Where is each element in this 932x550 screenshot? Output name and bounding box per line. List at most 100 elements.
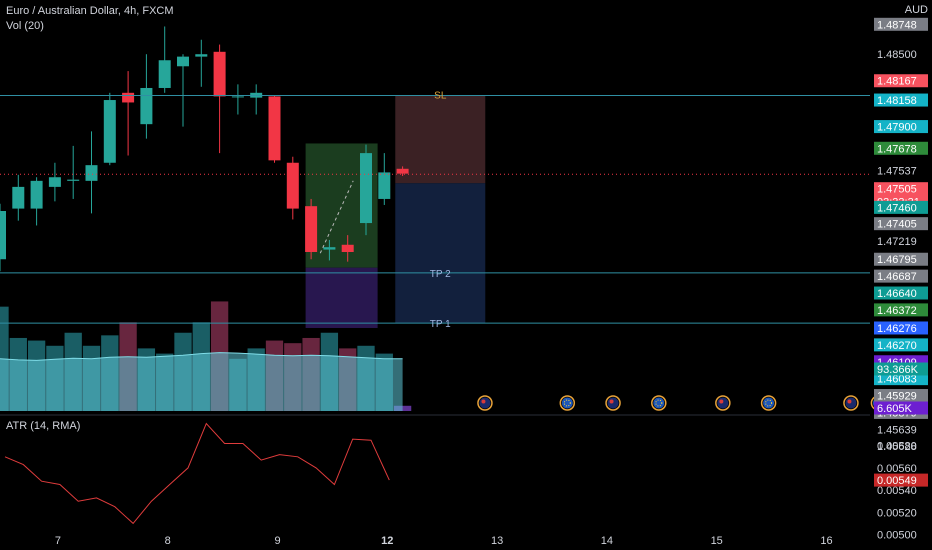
price-tag-label: 1.48158	[877, 95, 917, 107]
candle	[268, 96, 281, 161]
candle	[323, 247, 336, 250]
x-axis-label: 13	[491, 535, 503, 547]
event-marker-ring	[651, 395, 667, 411]
atr-axis-label: 0.00580	[877, 441, 917, 453]
price-tag-label: 1.46640	[877, 288, 917, 300]
price-tag-label: 1.47505	[877, 184, 917, 196]
eu-flag-icon	[763, 397, 775, 409]
flag-detail	[563, 399, 571, 407]
australia-flag-icon	[717, 397, 729, 409]
eu-flag-icon	[561, 397, 573, 409]
atr-last-label: 0.00549	[877, 475, 917, 487]
price-tag-label: 1.47405	[877, 219, 917, 231]
volume-tag	[874, 362, 928, 376]
price-tag	[874, 286, 928, 300]
price-axis-label: 1.47537	[877, 165, 917, 177]
price-tag-label: 1.48167	[877, 76, 917, 88]
price-tag	[874, 217, 928, 231]
atr-axis-label: 0.00520	[877, 507, 917, 519]
price-tag	[874, 303, 928, 317]
flag-detail	[655, 399, 663, 407]
candle	[67, 179, 80, 181]
price-axis-label: 1.47219	[877, 236, 917, 248]
volume-ma-line	[0, 352, 403, 361]
price-tag	[874, 338, 928, 352]
event-marker-ring	[477, 395, 493, 411]
candle	[158, 60, 171, 88]
price-tag-label: 1.47678	[877, 143, 917, 155]
candle	[85, 165, 98, 181]
price-tag	[874, 141, 928, 155]
event-marker-ring	[559, 395, 576, 411]
tp1-label: TP 1	[430, 319, 451, 330]
price-tag-label: 1.46372	[877, 305, 917, 317]
flag-detail	[719, 399, 724, 404]
atr-axis-label: 0.00560	[877, 463, 917, 475]
price-tag-label: 1.48748	[877, 19, 917, 31]
candle	[341, 244, 354, 253]
flag-detail	[847, 399, 852, 404]
x-axis-label: 7	[55, 535, 61, 547]
price-tag	[874, 17, 928, 31]
price-tag	[874, 252, 928, 266]
x-axis-label: 16	[820, 535, 832, 547]
atr-axis-label: 0.00540	[877, 485, 917, 497]
x-axis-label: 15	[711, 535, 723, 547]
candle	[360, 153, 372, 224]
volume-tag-label: 6.605K	[877, 403, 913, 415]
event-marker-ring	[605, 395, 621, 411]
x-axis-label: 14	[601, 535, 613, 547]
price-tag	[874, 269, 928, 283]
candle	[48, 177, 61, 187]
atr-indicator-label[interactable]: ATR (14, RMA)	[6, 420, 81, 432]
candle	[103, 100, 116, 163]
candle	[122, 92, 135, 103]
price-axis-label: 1.45639	[877, 424, 917, 436]
volume-indicator-label[interactable]: Vol (20)	[6, 20, 44, 32]
price-tag	[874, 321, 928, 335]
candle	[305, 206, 318, 253]
event-marker-ring	[715, 395, 731, 411]
price-tag-label: 1.47900	[877, 122, 917, 134]
price-tag	[874, 120, 928, 134]
event-marker-ring	[843, 395, 859, 411]
price-tag	[874, 93, 928, 107]
candle	[286, 162, 299, 209]
sl-zone	[395, 95, 486, 184]
volume-tag	[874, 401, 928, 415]
trade-connector	[319, 180, 354, 254]
tp2-label: TP 2	[430, 269, 451, 280]
short-position-box	[305, 267, 378, 328]
candle	[396, 168, 409, 174]
currency-label: AUD	[904, 4, 928, 16]
event-marker-ring	[760, 395, 777, 411]
volume-tag-label: 93.366K	[877, 364, 919, 376]
australia-flag-icon	[479, 397, 491, 409]
australia-flag-icon	[607, 397, 619, 409]
volume-ma-area	[0, 352, 403, 411]
candle	[12, 186, 25, 209]
price-tag-label: 1.46795	[877, 254, 917, 266]
flag-detail	[609, 399, 614, 404]
price-tag-label: 1.46687	[877, 271, 917, 283]
x-axis-label: 9	[274, 535, 280, 547]
price-tag-label: 1.45929	[877, 391, 917, 403]
candle	[378, 172, 391, 199]
candle	[0, 211, 6, 260]
price-axis-label: 1.45628	[877, 441, 917, 453]
price-tag	[874, 200, 928, 214]
price-tag-label: 1.47460	[877, 202, 917, 214]
price-tag	[874, 389, 928, 403]
price-axis-label: 1.48500	[877, 49, 917, 61]
atr-line	[4, 422, 390, 525]
price-tag-label: 1.46276	[877, 323, 917, 335]
candle	[30, 180, 43, 209]
tp-zone	[395, 183, 486, 324]
price-tag-label: 1.46270	[877, 340, 917, 352]
symbol-title[interactable]: Euro / Australian Dollar, 4h, FXCM	[6, 5, 174, 17]
atr-last-tag	[874, 473, 928, 487]
price-tag	[874, 74, 928, 88]
australia-flag-icon	[845, 397, 857, 409]
flag-detail	[765, 399, 773, 407]
